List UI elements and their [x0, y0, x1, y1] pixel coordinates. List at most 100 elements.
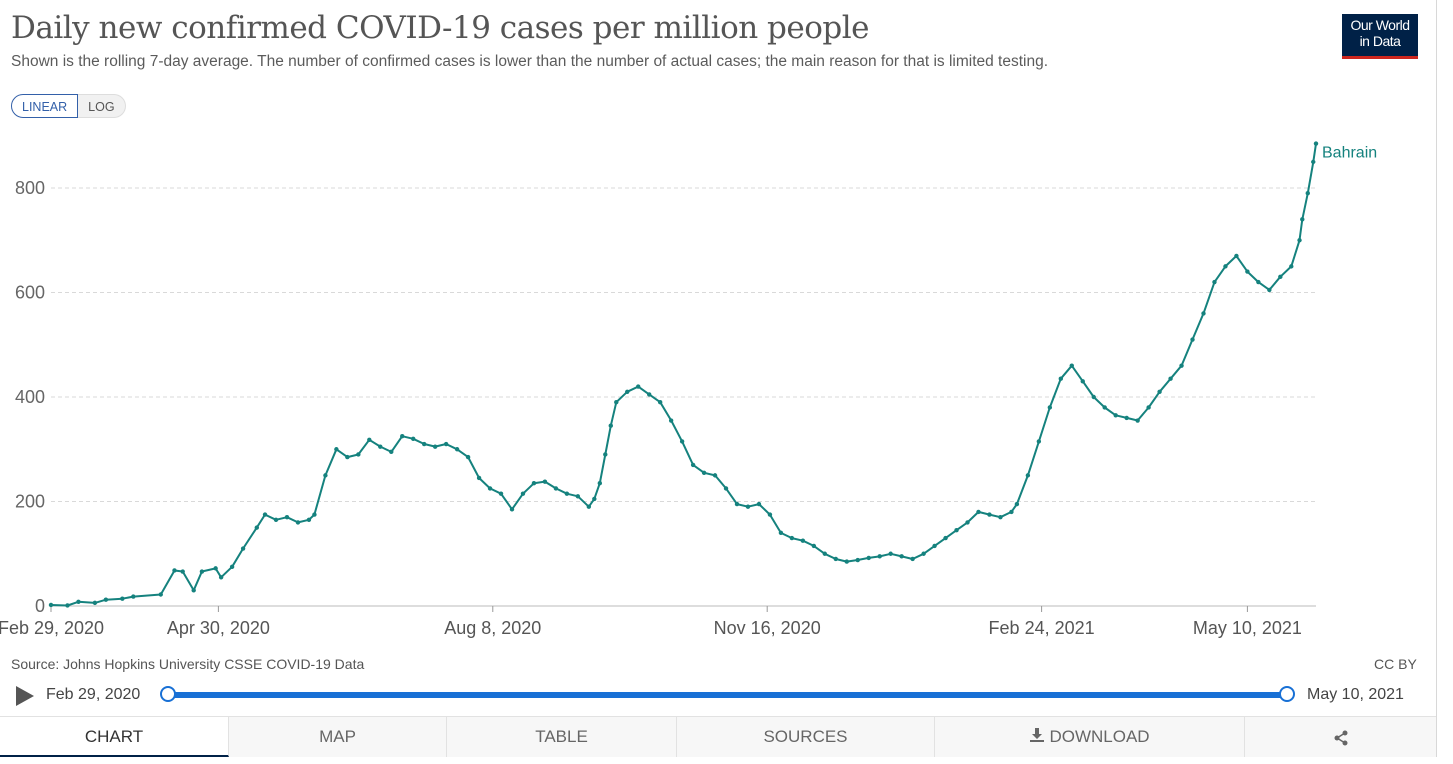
data-point	[701, 470, 707, 475]
tab-sources[interactable]: SOURCES	[677, 717, 935, 757]
timeline-end-handle[interactable]	[1279, 686, 1295, 702]
data-point	[323, 473, 328, 478]
data-point	[487, 486, 493, 491]
data-point	[789, 535, 795, 541]
line-chart: 0 200 400 600 800 Feb 29, 2020 Apr 30, 2020 Aug…	[0, 141, 1377, 638]
data-point	[822, 551, 828, 556]
data-point	[421, 441, 427, 447]
x-tick-label: May 10, 2021	[1193, 618, 1302, 638]
data-point	[553, 486, 559, 491]
data-point	[312, 512, 317, 517]
data-point	[76, 599, 81, 605]
data-point	[745, 504, 751, 509]
data-point	[954, 528, 959, 533]
y-tick-label: 0	[35, 596, 45, 616]
data-point	[1025, 473, 1031, 478]
series-line-bahrain	[50, 143, 1317, 607]
log-scale-button[interactable]: LOG	[78, 94, 126, 118]
data-point	[158, 592, 163, 597]
data-point	[833, 556, 838, 562]
x-tick-label: Apr 30, 2020	[167, 618, 270, 638]
logo-line-1: Our World	[1350, 17, 1410, 33]
data-point	[636, 384, 641, 389]
tab-download[interactable]: DOWNLOAD	[935, 717, 1245, 757]
data-point	[932, 543, 937, 549]
data-point	[888, 551, 893, 556]
chart-frame: Daily new confirmed COVID-19 cases per m…	[0, 0, 1437, 757]
data-point	[334, 447, 339, 452]
data-point	[356, 452, 361, 457]
y-tick-label: 400	[15, 387, 45, 407]
data-point	[866, 555, 871, 561]
data-point	[646, 392, 652, 397]
tab-table[interactable]: TABLE	[447, 717, 677, 757]
data-point	[1080, 379, 1085, 384]
data-point	[213, 566, 218, 571]
data-point	[1212, 279, 1217, 285]
owid-logo[interactable]: Our World in Data	[1342, 14, 1418, 59]
data-point	[586, 504, 592, 509]
data-point	[608, 423, 613, 428]
data-point	[899, 554, 904, 559]
data-point	[1300, 217, 1305, 222]
data-point	[1124, 415, 1129, 421]
data-point	[531, 481, 537, 486]
data-point	[172, 568, 177, 573]
data-point	[542, 479, 548, 484]
data-point	[998, 514, 1003, 520]
chart-subtitle: Shown is the rolling 7-day average. The …	[11, 53, 1049, 70]
data-point	[1305, 191, 1310, 196]
data-point	[1267, 287, 1272, 293]
y-tick-label: 600	[15, 283, 45, 303]
data-point	[443, 441, 449, 447]
data-point	[476, 475, 482, 481]
data-point	[284, 514, 290, 520]
data-point	[1234, 253, 1239, 259]
data-point	[378, 444, 383, 449]
data-point	[603, 452, 608, 457]
scale-toggle: LINEAR LOG	[11, 94, 126, 118]
share-button[interactable]	[1245, 717, 1436, 757]
license-label[interactable]: CC BY	[1374, 656, 1417, 672]
data-point	[295, 520, 301, 525]
data-point	[1113, 413, 1118, 418]
data-point	[965, 520, 970, 525]
timeline-start-handle[interactable]	[160, 686, 176, 702]
play-icon[interactable]	[16, 686, 34, 706]
linear-scale-button[interactable]: LINEAR	[11, 94, 79, 118]
source-note[interactable]: Source: Johns Hopkins University CSSE CO…	[11, 656, 365, 672]
data-point	[1047, 405, 1053, 410]
data-point	[614, 400, 619, 405]
download-label: DOWNLOAD	[1049, 727, 1150, 746]
data-point	[625, 389, 630, 394]
tab-chart[interactable]: CHART	[0, 717, 229, 757]
data-point	[1069, 363, 1074, 368]
data-point	[668, 418, 674, 423]
data-point	[575, 494, 581, 499]
data-point	[943, 535, 948, 541]
x-tick-label: Aug 8, 2020	[444, 618, 541, 638]
data-point	[191, 588, 196, 593]
logo-line-2: in Data	[1359, 33, 1401, 49]
data-point	[1179, 363, 1184, 368]
data-point	[1157, 389, 1162, 394]
tab-map[interactable]: MAP	[229, 717, 447, 757]
data-point	[240, 546, 246, 551]
data-point	[229, 564, 235, 570]
data-point	[877, 554, 882, 559]
data-point	[273, 517, 279, 522]
data-point	[92, 600, 98, 606]
data-point	[592, 496, 597, 502]
timeline-start-label: Feb 29, 2020	[46, 686, 141, 703]
data-point	[921, 551, 926, 556]
data-point	[1091, 394, 1096, 400]
data-point	[254, 525, 260, 530]
data-point	[910, 556, 915, 562]
data-point	[657, 400, 663, 405]
data-point	[411, 436, 416, 441]
timeline-track[interactable]	[168, 692, 1288, 698]
data-point	[454, 447, 460, 452]
download-icon	[1029, 718, 1045, 758]
data-point	[367, 437, 372, 443]
data-point	[218, 575, 224, 580]
